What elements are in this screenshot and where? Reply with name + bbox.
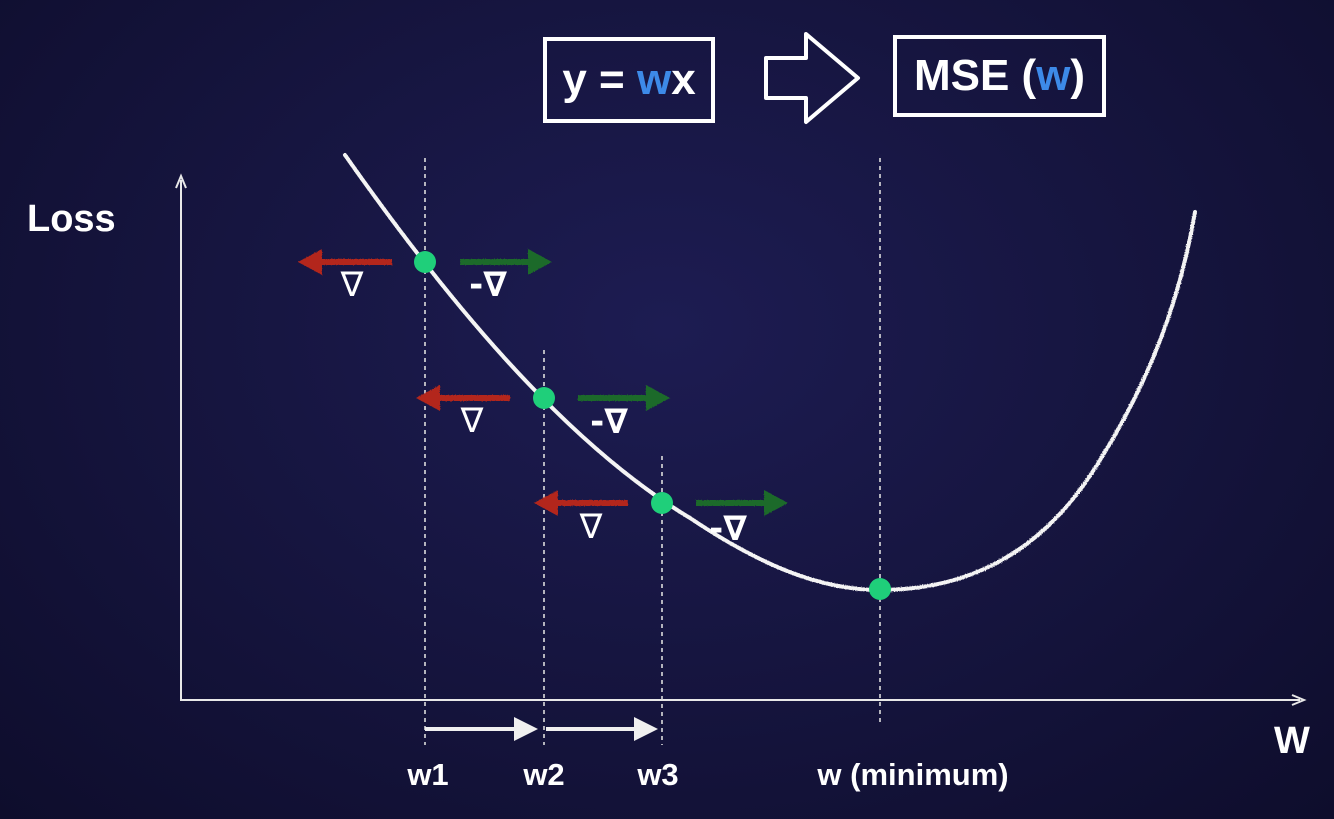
neg-gradient-symbol-w2: -∇ [590, 402, 628, 442]
gradient-arrow-w3 [534, 490, 628, 516]
gradient-arrow-w2 [416, 385, 510, 411]
y-axis-label: Loss [27, 198, 116, 240]
model-formula-prefix: y = [562, 55, 637, 104]
gradient-symbol-w2: ∇ [460, 401, 484, 441]
neg-gradient-arrow-w3 [696, 490, 788, 516]
loss-formula-box: MSE (w) [893, 35, 1106, 117]
loss-formula-suffix: ) [1070, 51, 1086, 100]
tick-label-minimum: w (minimum) [817, 757, 1009, 792]
y-axis-arrowhead [175, 173, 187, 189]
tick-label-w3: w3 [637, 757, 679, 792]
tick-label-w1: w1 [407, 757, 449, 792]
x-axis-arrowhead [1291, 694, 1307, 706]
gradient-symbol-w3: ∇ [579, 507, 603, 547]
point-w2 [533, 387, 555, 409]
neg-gradient-symbol-w1: -∇ [469, 265, 507, 305]
neg-gradient-symbol-w3: -∇ [709, 509, 747, 549]
loss-formula-prefix: MSE ( [913, 51, 1037, 100]
point-w1 [414, 251, 436, 273]
gradient-symbol-w1: ∇ [340, 265, 364, 305]
implies-arrow-icon [764, 32, 860, 124]
model-formula-weight: w [636, 55, 672, 104]
point-w3 [651, 492, 673, 514]
point-minimum [869, 578, 891, 600]
gradient-arrow-w1 [298, 249, 392, 275]
model-formula-suffix: x [671, 55, 696, 104]
tick-label-w2: w2 [523, 757, 565, 792]
x-axis-label: W [1274, 720, 1310, 762]
loss-formula-weight: w [1036, 51, 1071, 100]
loss-curve [343, 153, 1197, 593]
neg-gradient-arrow-w1 [460, 249, 552, 275]
neg-gradient-arrow-w2 [578, 385, 670, 411]
